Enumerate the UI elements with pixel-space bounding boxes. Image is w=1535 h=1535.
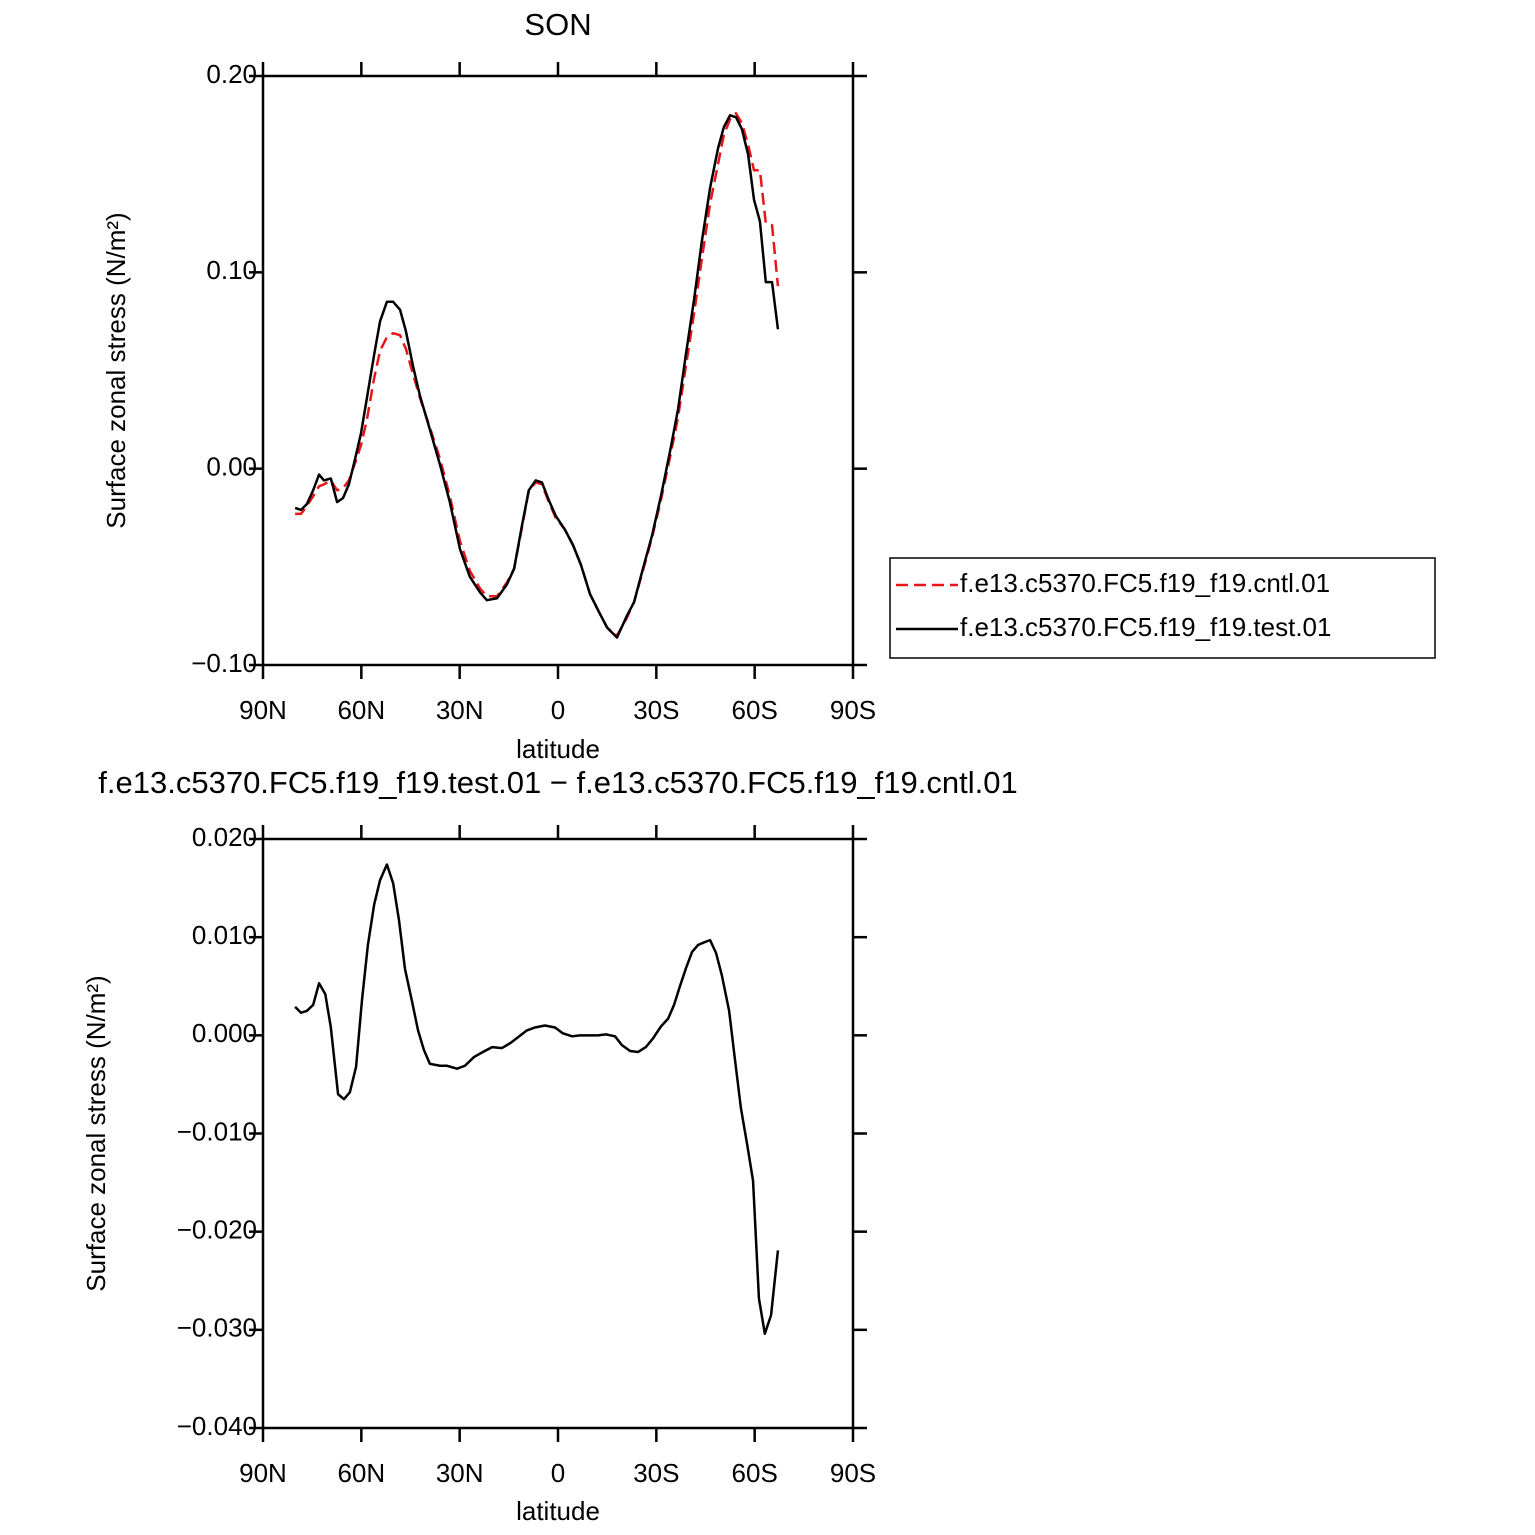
legend-label: f.e13.c5370.FC5.f19_f19.test.01: [960, 612, 1331, 642]
x-tick-label: 90S: [830, 1458, 876, 1488]
data-line: [294, 863, 780, 1336]
x-tick-label: 30S: [633, 695, 679, 725]
x-tick-label: 60N: [337, 1458, 385, 1488]
plot-frame: [261, 74, 855, 667]
legend-label: f.e13.c5370.FC5.f19_f19.cntl.01: [960, 568, 1330, 598]
x-tick-label: 30N: [436, 695, 484, 725]
data-line: [295, 112, 780, 637]
y-tick-label: 0.000: [192, 1018, 257, 1048]
legend-box: [889, 557, 1436, 659]
y-tick-label: −0.030: [177, 1313, 257, 1343]
x-tick-label: 30S: [633, 1458, 679, 1488]
x-tick-label: 90S: [830, 695, 876, 725]
x-tick-label: 0: [551, 1458, 565, 1488]
y-tick-label: −0.020: [177, 1215, 257, 1245]
x-tick-label: 90N: [239, 1458, 287, 1488]
y-tick-label: 0.00: [206, 452, 257, 482]
x-tick-label: 60S: [732, 695, 778, 725]
y-tick-label: −0.010: [177, 1116, 257, 1146]
x-axis-label: latitude: [516, 1496, 600, 1526]
chart-title: f.e13.c5370.FC5.f19_f19.test.01 − f.e13.…: [98, 765, 1017, 800]
y-axis-label: Surface zonal stress (N/m²): [101, 212, 131, 528]
y-tick-label: −0.10: [191, 648, 257, 678]
x-tick-label: 60N: [337, 695, 385, 725]
y-axis-label: Surface zonal stress (N/m²): [81, 975, 111, 1291]
plot-frame: [261, 837, 855, 1430]
y-tick-label: 0.020: [192, 822, 257, 852]
x-axis-label: latitude: [516, 734, 600, 764]
y-tick-label: 0.10: [206, 255, 257, 285]
x-tick-label: 30N: [436, 1458, 484, 1488]
y-tick-label: 0.20: [206, 59, 257, 89]
x-tick-label: 60S: [732, 1458, 778, 1488]
x-tick-label: 0: [551, 695, 565, 725]
data-line: [294, 114, 780, 639]
y-tick-label: −0.040: [177, 1411, 257, 1441]
x-tick-label: 90N: [239, 695, 287, 725]
y-tick-label: 0.010: [192, 920, 257, 950]
chart-title: SON: [524, 7, 591, 42]
